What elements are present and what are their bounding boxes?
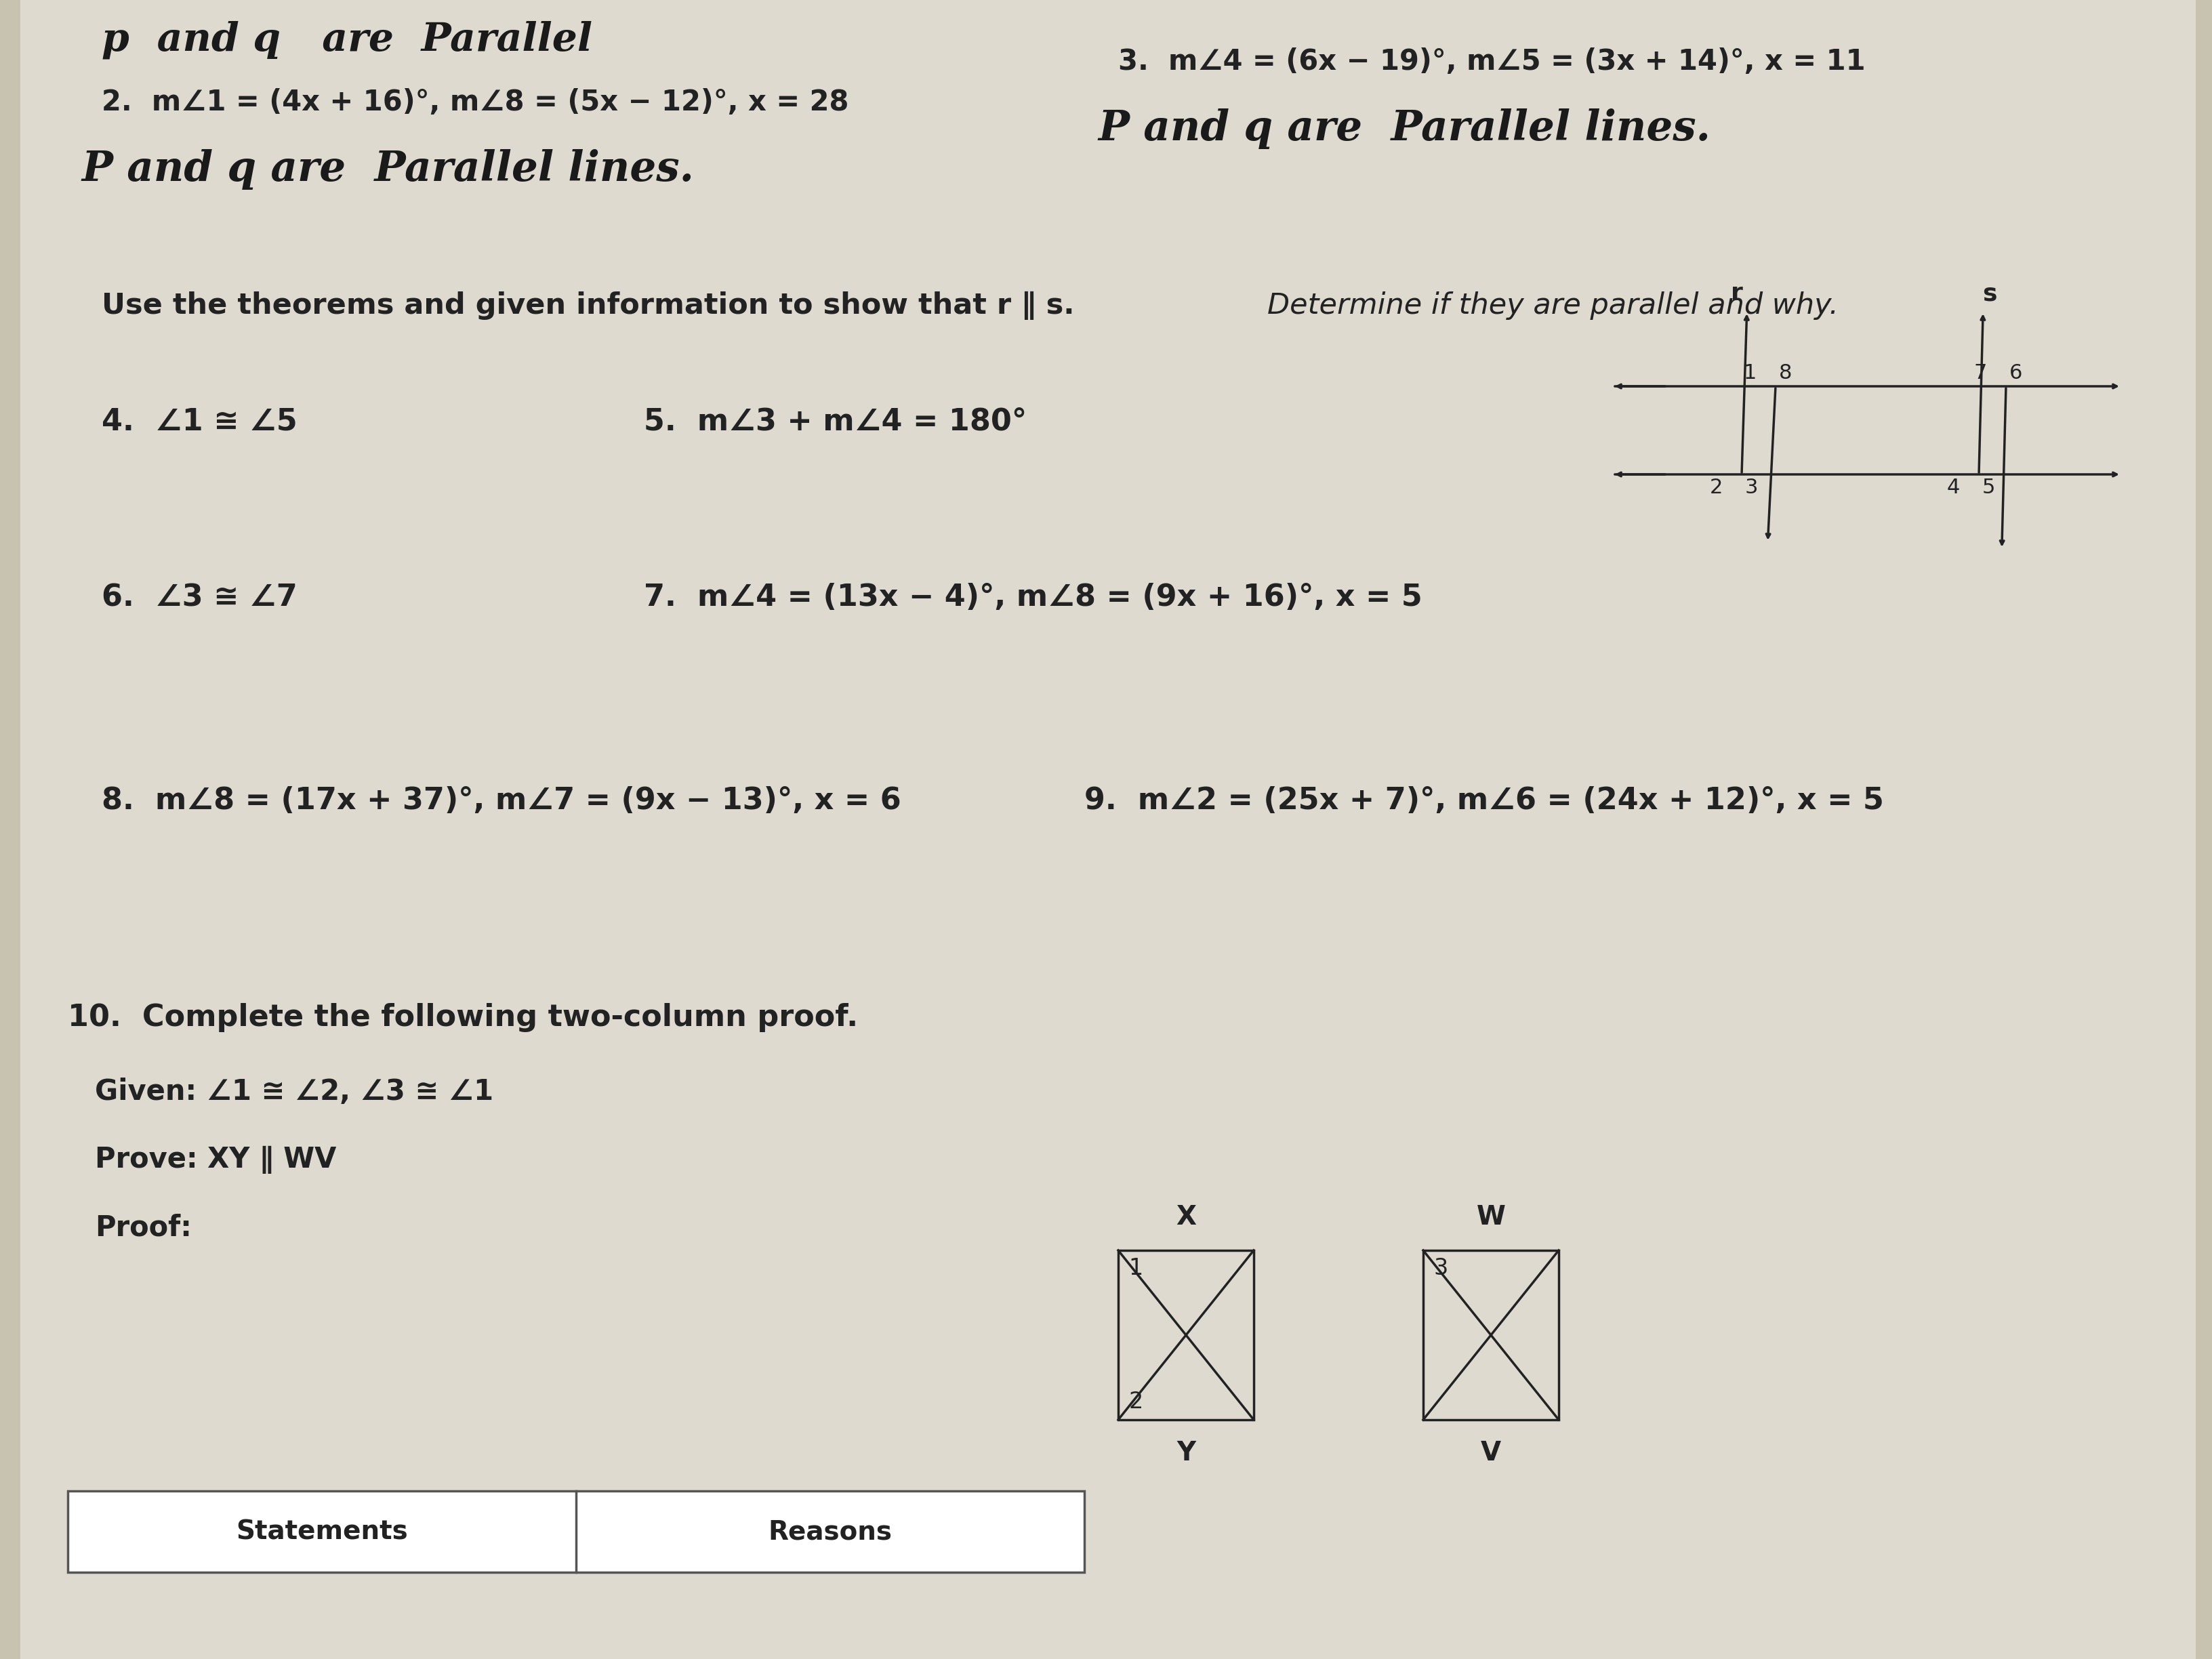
- Text: 2: 2: [1128, 1390, 1144, 1413]
- Text: Y: Y: [1177, 1440, 1194, 1467]
- Text: s: s: [1982, 282, 1997, 305]
- Text: 1: 1: [1743, 363, 1756, 383]
- Text: X: X: [1177, 1204, 1197, 1229]
- Text: 9.  m∠2 = (25x + 7)°, m∠6 = (24x + 12)°, x = 5: 9. m∠2 = (25x + 7)°, m∠6 = (24x + 12)°, …: [1084, 786, 1885, 815]
- Text: 4.  ∠1 ≅ ∠5: 4. ∠1 ≅ ∠5: [102, 406, 296, 436]
- Text: P and q are  Parallel lines.: P and q are Parallel lines.: [82, 149, 695, 189]
- Text: 6: 6: [2008, 363, 2022, 383]
- Text: Use the theorems and given information to show that r ∥ s.: Use the theorems and given information t…: [102, 292, 1075, 320]
- Text: Prove: XY ∥ WV: Prove: XY ∥ WV: [95, 1145, 336, 1175]
- Text: Proof:: Proof:: [95, 1213, 192, 1241]
- Text: 10.  Complete the following two-column proof.: 10. Complete the following two-column pr…: [69, 1004, 858, 1032]
- Text: P and q are  Parallel lines.: P and q are Parallel lines.: [1097, 108, 1710, 149]
- Text: 3: 3: [1745, 478, 1759, 498]
- Text: Reasons: Reasons: [768, 1518, 891, 1545]
- Text: 8: 8: [1778, 363, 1792, 383]
- Text: p  and q   are  Parallel: p and q are Parallel: [102, 20, 593, 58]
- Text: Given: ∠1 ≅ ∠2, ∠3 ≅ ∠1: Given: ∠1 ≅ ∠2, ∠3 ≅ ∠1: [95, 1078, 493, 1107]
- Text: 2.  m∠1 = (4x + 16)°, m∠8 = (5x − 12)°, x = 28: 2. m∠1 = (4x + 16)°, m∠8 = (5x − 12)°, x…: [102, 88, 849, 116]
- Text: 3.  m∠4 = (6x − 19)°, m∠5 = (3x + 14)°, x = 11: 3. m∠4 = (6x − 19)°, m∠5 = (3x + 14)°, x…: [1119, 48, 1865, 76]
- Text: r: r: [1730, 282, 1743, 305]
- Text: 7: 7: [1973, 363, 1986, 383]
- Text: V: V: [1480, 1440, 1502, 1467]
- Text: W: W: [1475, 1204, 1506, 1229]
- Text: Determine if they are parallel and why.: Determine if they are parallel and why.: [1267, 292, 1838, 320]
- Text: 2: 2: [1710, 478, 1723, 498]
- Text: Statements: Statements: [237, 1518, 407, 1545]
- Text: 7.  m∠4 = (13x − 4)°, m∠8 = (9x + 16)°, x = 5: 7. m∠4 = (13x − 4)°, m∠8 = (9x + 16)°, x…: [644, 582, 1422, 612]
- Text: 3: 3: [1433, 1258, 1447, 1279]
- Text: 5: 5: [1982, 478, 1995, 498]
- Text: 1: 1: [1128, 1258, 1144, 1279]
- Text: 5.  m∠3 + m∠4 = 180°: 5. m∠3 + m∠4 = 180°: [644, 406, 1026, 436]
- Bar: [69, 1491, 1084, 1573]
- Bar: [1422, 1251, 1559, 1420]
- Text: 6.  ∠3 ≅ ∠7: 6. ∠3 ≅ ∠7: [102, 582, 296, 612]
- Bar: [1119, 1251, 1254, 1420]
- Text: 4: 4: [1947, 478, 1960, 498]
- Text: 8.  m∠8 = (17x + 37)°, m∠7 = (9x − 13)°, x = 6: 8. m∠8 = (17x + 37)°, m∠7 = (9x − 13)°, …: [102, 786, 900, 815]
